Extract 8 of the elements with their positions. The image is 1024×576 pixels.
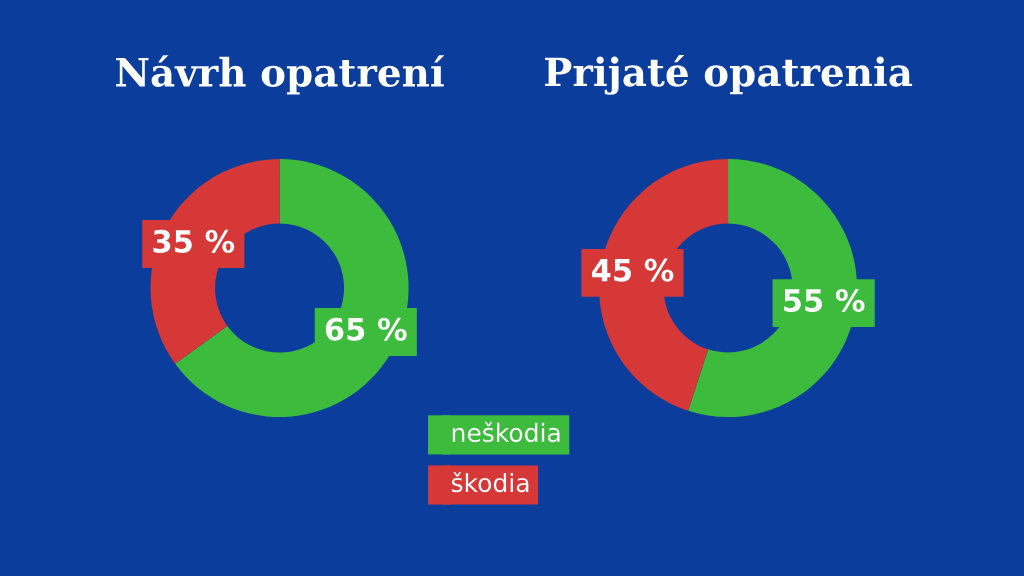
data-label: 65 % xyxy=(325,317,407,341)
chart-title: Návrh opatrení xyxy=(116,55,445,95)
legend-label: škodia xyxy=(451,471,529,493)
data-label: 55 % xyxy=(784,288,865,312)
chart-title: Prijaté opatrenia xyxy=(544,55,913,95)
data-label: 45 % xyxy=(591,258,674,282)
legend-label: neškodia xyxy=(452,421,560,443)
data-label: 35 % xyxy=(153,229,235,253)
